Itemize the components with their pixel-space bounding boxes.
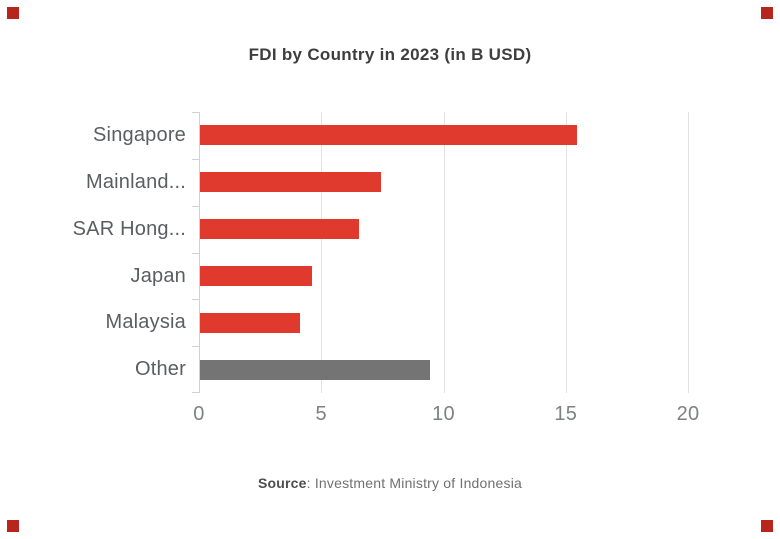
y-axis-tick bbox=[192, 112, 199, 113]
gridline bbox=[565, 112, 567, 393]
y-axis-tick bbox=[192, 299, 199, 300]
x-tick-label: 0 bbox=[193, 403, 205, 425]
bar-sarhong bbox=[200, 219, 359, 240]
corner-marker-top-left bbox=[7, 7, 19, 19]
source-note: Source: Investment Ministry of Indonesia bbox=[0, 475, 780, 491]
gridline bbox=[688, 112, 689, 393]
y-axis-tick bbox=[192, 159, 199, 160]
value-axis-line bbox=[199, 112, 200, 393]
x-axis-tick-labels: 0 5 10 15 20 bbox=[0, 403, 780, 427]
category-label: Singapore bbox=[93, 124, 186, 146]
category-axis-labels: Singapore Mainland... SAR Hong... Japan Mala… bbox=[0, 112, 186, 393]
y-axis-tick bbox=[192, 392, 199, 393]
category-label: Malaysia bbox=[105, 311, 186, 334]
bar-japan bbox=[200, 265, 313, 286]
x-tick-label: 15 bbox=[554, 403, 578, 425]
x-tick-label: 10 bbox=[432, 403, 455, 425]
category-label: SAR Hong... bbox=[72, 217, 186, 240]
bar-singapore bbox=[200, 125, 577, 146]
y-axis-tick bbox=[192, 346, 199, 347]
source-label: Source bbox=[257, 475, 307, 491]
bar-mainland bbox=[200, 172, 381, 193]
y-axis-tick bbox=[192, 206, 199, 207]
plot-area bbox=[192, 112, 689, 393]
bar-other bbox=[200, 359, 430, 380]
y-axis-tick bbox=[192, 253, 199, 254]
category-label: Japan bbox=[130, 264, 186, 287]
x-tick-label: 5 bbox=[315, 403, 327, 425]
x-tick-label: 20 bbox=[676, 403, 700, 425]
corner-marker-bottom-left bbox=[7, 520, 19, 532]
gridline bbox=[443, 112, 445, 393]
corner-marker-bottom-right bbox=[761, 520, 773, 532]
gridline bbox=[321, 112, 323, 393]
source-text: : Investment Ministry of Indonesia bbox=[306, 475, 522, 491]
category-label: Other bbox=[134, 358, 186, 381]
bar-malaysia bbox=[200, 312, 301, 333]
category-label: Mainland... bbox=[85, 170, 186, 193]
corner-marker-top-right bbox=[761, 7, 773, 19]
chart-title: FDI by Country in 2023 (in B USD) bbox=[248, 45, 532, 64]
